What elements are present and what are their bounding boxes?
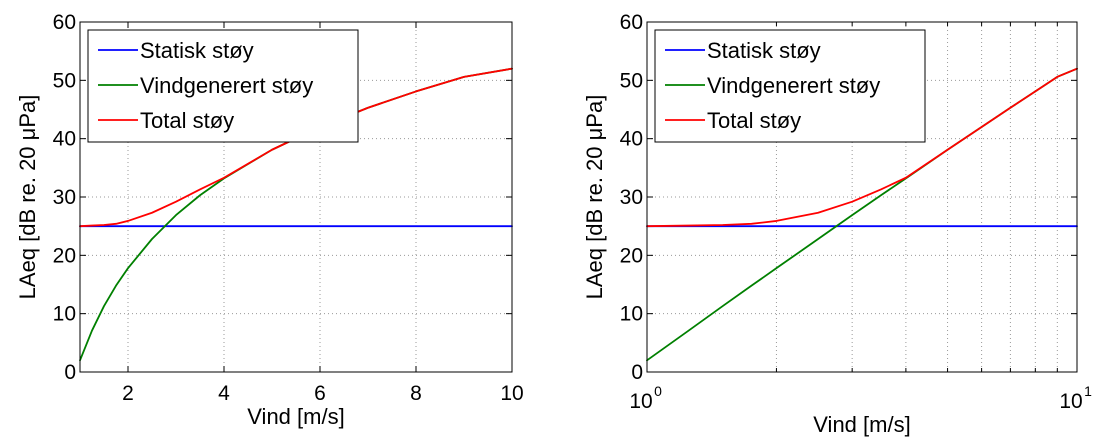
x-tick-label-base: 10 [629, 390, 652, 413]
legend-entry-label: Statisk støy [140, 38, 254, 63]
y-tick-label: 20 [620, 244, 643, 267]
series-line-total-stoy [79, 67, 513, 228]
y-tick-label: 30 [53, 186, 76, 209]
x-tick-label: 2 [122, 382, 134, 405]
x-tick-label: 6 [314, 382, 326, 405]
x-tick-label: 4 [218, 382, 230, 405]
legend: Statisk støy Vindgenerert støy Total støy [87, 29, 359, 143]
y-tick-label: 50 [53, 69, 76, 92]
x-tick-label: 10 [500, 382, 523, 405]
chart-left-linear: 0 10 20 30 40 50 60 2 4 6 8 10 Vind [m/s] LAeq [dB re… [15, 11, 524, 429]
legend-entry-label: Statisk støy [707, 38, 821, 63]
legend-box [654, 29, 926, 143]
y-tick-label: 30 [620, 186, 643, 209]
legend: Statisk støy Vindgenerert støy Total støy [654, 29, 926, 143]
legend-entry-label: Vindgenerert støy [140, 73, 313, 98]
legend-entry-label: Vindgenerert støy [707, 73, 880, 98]
y-tick-label: 10 [53, 303, 76, 326]
y-tick-label: 0 [631, 361, 643, 384]
x-tick-label-exponent: 1 [1084, 383, 1092, 399]
y-axis-label: LAeq [dB re. 20 μPa] [582, 95, 607, 300]
y-tick-label: 60 [620, 11, 643, 34]
y-tick-label: 40 [53, 128, 76, 151]
y-tick-label: 50 [620, 69, 643, 92]
y-axis-label: LAeq [dB re. 20 μPa] [15, 95, 40, 300]
x-tick-label-exponent: 0 [654, 383, 662, 399]
legend-box [87, 29, 359, 143]
legend-entry-label: Total støy [140, 108, 234, 133]
x-tick-label: 8 [410, 382, 422, 405]
x-axis-label: Vind [m/s] [247, 404, 344, 429]
y-tick-label: 60 [53, 11, 76, 34]
y-tick-label: 10 [620, 303, 643, 326]
series-line-total-stoy [646, 67, 1078, 228]
y-tick-label: 40 [620, 128, 643, 151]
y-tick-label: 0 [64, 361, 76, 384]
y-tick-label: 20 [53, 244, 76, 267]
x-axis-label: Vind [m/s] [813, 412, 910, 437]
x-tick-label-base: 10 [1059, 390, 1082, 413]
legend-entry-label: Total støy [707, 108, 801, 133]
